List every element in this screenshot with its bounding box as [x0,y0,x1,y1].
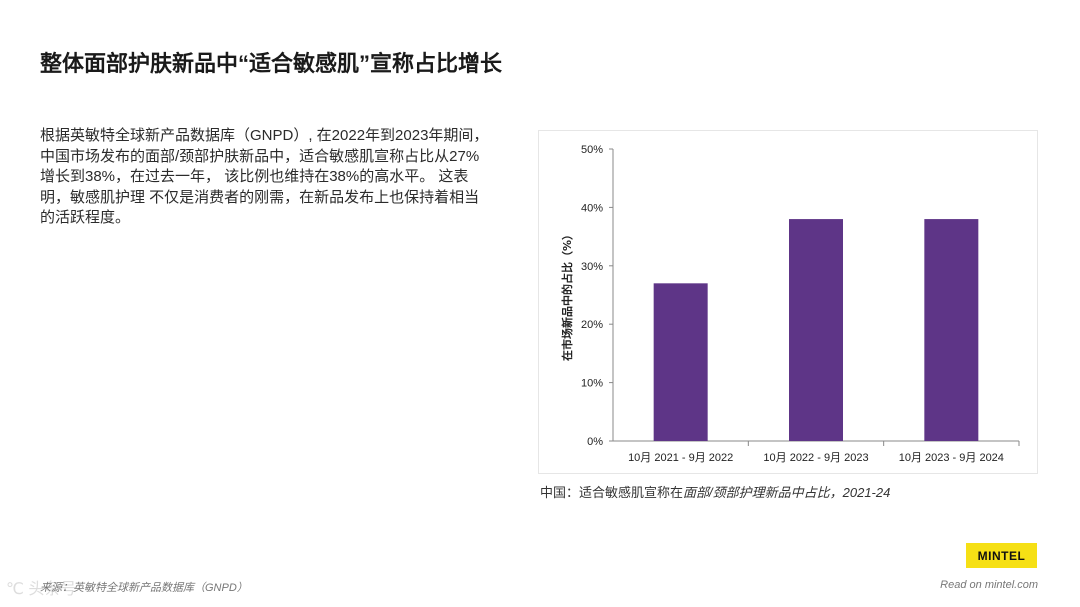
bar-chart: 0% 10% 20% 30% 40% 50% 在市场新品中的占比（%） 10月 2021 - … [560,144,1020,464]
y-tick-label: 20% [581,319,603,331]
watermark: ℃ 头条号 [6,581,77,598]
caption-italic: 面部/颈部护理新品中占比，2021-24 [683,485,891,500]
x-tick-label: 10月 2021 - 9月 2022 [628,452,733,464]
page-title: 整体面部护肤新品中“适合敏感肌”宣称占比增长 [40,51,503,76]
bar [924,219,979,441]
source-note: 来源：英敏特全球新产品数据库（GNPD） [40,582,248,594]
y-axis-title: 在市场新品中的占比（%） [560,229,574,361]
x-tick-label: 10月 2023 - 9月 2024 [899,452,1004,464]
x-tick-label: 10月 2022 - 9月 2023 [763,452,868,464]
y-tick-label: 10% [581,378,603,390]
y-tick-label: 0% [587,436,603,448]
bar [653,283,708,441]
y-tick-label: 50% [581,144,603,156]
read-on-link[interactable]: Read on mintel.com [940,579,1038,591]
chart-panel: 0% 10% 20% 30% 40% 50% 在市场新品中的占比（%） 10月 2021 - … [538,130,1038,474]
chart-caption: 中国：适合敏感肌宣称在面部/颈部护理新品中占比，2021-24 [540,482,890,501]
description-paragraph: 根据英敏特全球新产品数据库（GNPD）, 在2022年到2023年期间，中国市场… [40,127,489,226]
mintel-logo: MINTEL [966,543,1037,568]
caption-prefix: 中国：适合敏感肌宣称在 [540,485,684,500]
y-tick-label: 30% [581,261,603,273]
y-tick-label: 40% [581,202,603,214]
bar [789,219,843,441]
